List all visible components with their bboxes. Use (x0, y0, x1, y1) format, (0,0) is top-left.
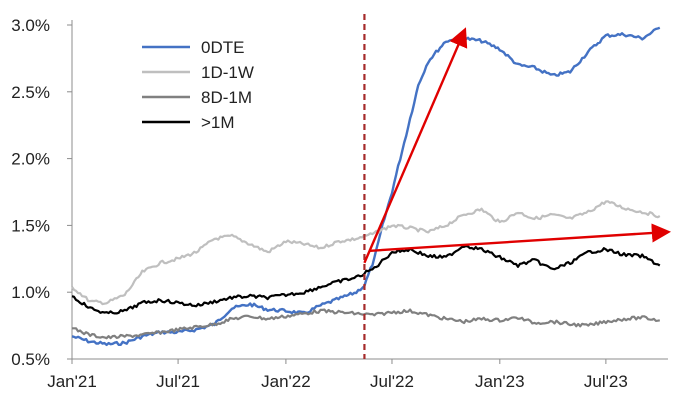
legend-label: >1M (201, 113, 235, 132)
x-tick-label: Jul'23 (584, 372, 628, 391)
series-layer (71, 26, 661, 347)
legend-label: 0DTE (201, 38, 244, 57)
trend-arrow-0 (363, 27, 468, 264)
y-tick-label: 1.0% (11, 283, 50, 302)
legend-label: 8D-1M (201, 88, 252, 107)
x-tick-label: Jan'22 (261, 372, 311, 391)
y-tick-label: 1.5% (11, 216, 50, 235)
series-line-3 (71, 244, 661, 315)
series-line-2 (72, 308, 661, 340)
x-tick-label: Jan'23 (475, 372, 525, 391)
y-axis: 0.5% 1.0% 1.5% 2.0% 2.5% 3.0% (11, 16, 73, 369)
series-line-1 (71, 200, 661, 306)
y-tick-label: 0.5% (11, 350, 50, 369)
x-axis: Jan'21 Jul'21 Jan'22 Jul'22 Jan'23 Jul'23 (47, 358, 668, 391)
legend: 0DTE 1D-1W 8D-1M >1M (142, 38, 254, 132)
legend-label: 1D-1W (201, 63, 254, 82)
annotation-layer (363, 14, 672, 359)
series-line-0 (71, 26, 661, 347)
y-tick-label: 2.0% (11, 150, 50, 169)
y-tick-label: 3.0% (11, 16, 50, 35)
y-tick-label: 2.5% (11, 83, 50, 102)
trend-arrow-1 (370, 223, 672, 252)
x-tick-label: Jul'21 (156, 372, 200, 391)
x-tick-label: Jan'21 (47, 372, 97, 391)
x-tick-label: Jul'22 (370, 372, 414, 391)
